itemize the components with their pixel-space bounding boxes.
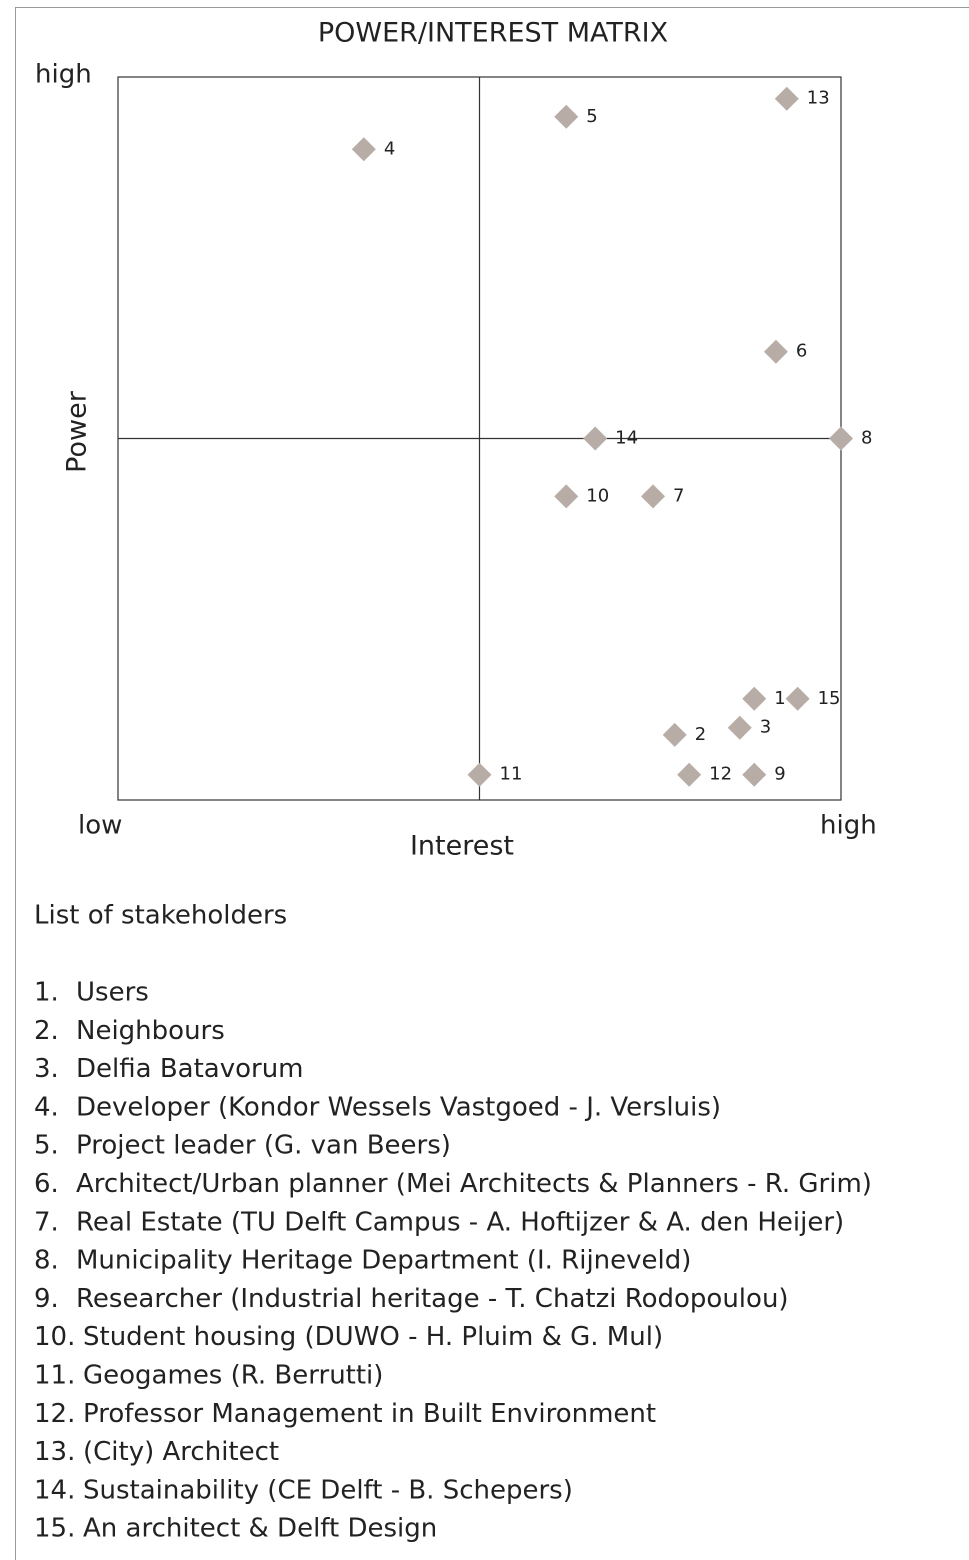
list-item: Sustainability (CE Delft - B. Schepers) [83,1475,573,1505]
point-label: 12 [709,764,732,785]
point-label: 6 [796,341,807,362]
point-label: 9 [774,764,785,785]
list-number: 15. [34,1514,75,1544]
chart-title: POWER/INTEREST MATRIX [318,18,668,49]
list-item: Real Estate (TU Delft Campus - A. Hoftij… [76,1207,844,1237]
point [351,137,376,162]
x-low-label: low [78,811,122,841]
list-number: 12. [34,1399,75,1429]
list-number: 9. [34,1284,59,1314]
point-label: 11 [500,764,523,785]
y-axis-label: Power [62,390,93,473]
list-item: Architect/Urban planner (Mei Architects … [76,1169,872,1199]
list-item: Delfia Batavorum [76,1054,304,1084]
point-label: 7 [673,485,684,506]
point [554,104,579,129]
list-number: 11. [34,1361,75,1391]
list-item: Users [76,978,149,1008]
list-item: Geogames (R. Berrutti) [83,1361,383,1391]
point [774,86,799,111]
list-item: Professor Management in Built Environmen… [83,1399,656,1429]
list-number: 4. [34,1092,59,1122]
point-label: 4 [384,138,395,159]
point [742,686,767,711]
x-high-label: high [820,811,877,841]
point [583,426,608,451]
list-number: 10. [34,1322,75,1352]
list-item: Researcher (Industrial heritage - T. Cha… [76,1284,789,1314]
list-number: 7. [34,1207,59,1237]
point-label: 1 [774,688,785,709]
point-label: 10 [586,485,609,506]
point [742,762,767,787]
point [554,484,579,509]
list-number: 8. [34,1246,59,1276]
list-number: 6. [34,1169,59,1199]
list-number: 13. [34,1437,75,1467]
point [785,686,810,711]
point [829,426,853,451]
point [662,722,687,747]
point-label: 8 [861,428,872,449]
list-number: 3. [34,1054,59,1084]
point-label: 2 [695,724,706,745]
list-number: 14. [34,1475,75,1505]
point [763,339,788,364]
list-title: List of stakeholders [34,901,287,931]
list-number: 1. [34,978,59,1008]
list-item: Student housing (DUWO - H. Pluim & G. Mu… [83,1322,663,1352]
list-item: Developer (Kondor Wessels Vastgoed - J. … [76,1092,721,1122]
point [727,715,752,740]
y-high-label: high [35,60,92,90]
list-item: An architect & Delft Design [83,1514,437,1544]
point-label: 14 [615,428,638,449]
x-axis-label: Interest [410,831,514,862]
point-label: 3 [760,717,771,738]
point-label: 15 [818,688,841,709]
list-item: (City) Architect [83,1437,279,1467]
list-number: 5. [34,1131,59,1161]
point [641,484,666,509]
frame [15,7,969,1560]
point [467,762,492,787]
point-label: 5 [586,106,597,127]
list-item: Neighbours [76,1016,225,1046]
point [677,762,702,787]
list-item: Municipality Heritage Department (I. Rij… [76,1246,691,1276]
list-item: Project leader (G. van Beers) [76,1131,451,1161]
list-number: 2. [34,1016,59,1046]
point-label: 13 [807,88,830,109]
